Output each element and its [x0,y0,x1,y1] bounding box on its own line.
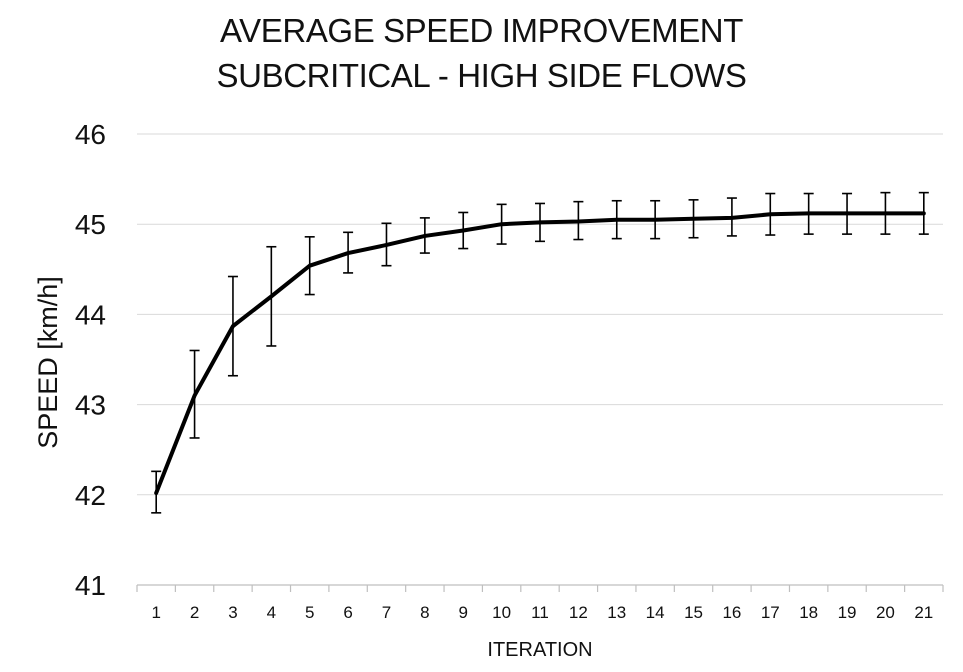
gridlines [137,133,943,496]
x-tick-label: 12 [569,603,588,622]
y-tick-label: 46 [75,119,106,150]
y-tick-label: 44 [75,299,106,330]
chart-title-line-2: SUBCRITICAL - HIGH SIDE FLOWS [216,57,747,94]
x-tick-label: 16 [722,603,741,622]
y-tick-label: 41 [75,570,106,601]
x-tick-label: 7 [382,603,391,622]
y-tick-label: 43 [75,390,106,421]
x-tick-label: 13 [607,603,626,622]
series-line-layer [154,211,926,495]
x-axis-tick-labels: 1 2 3 4 5 6 7 8 9 10 11 12 13 14 15 16 17 18 19 20 21 [151,603,933,622]
x-axis-label: ITERATION [487,639,592,661]
series-line [154,211,926,495]
x-tick-label: 3 [228,603,237,622]
x-tick-label: 20 [876,603,895,622]
x-tick-label: 11 [531,603,549,622]
x-tick-label: 19 [838,603,857,622]
y-tick-label: 45 [75,209,106,240]
error-bars [151,191,929,514]
x-tick-label: 17 [761,603,780,622]
x-axis [136,584,944,592]
x-tick-label: 8 [420,603,429,622]
x-tick-label: 4 [267,603,276,622]
x-tick-label: 1 [151,603,160,622]
x-tick-label: 6 [343,603,352,622]
x-tick-label: 21 [914,603,933,622]
chart-title-line-1: AVERAGE SPEED IMPROVEMENT [220,12,743,49]
x-tick-label: 2 [190,603,199,622]
x-tick-label: 10 [492,603,511,622]
x-tick-label: 9 [459,603,468,622]
x-tick-label: 14 [646,603,665,622]
y-axis-tick-labels: 41 42 43 44 45 46 [75,119,106,601]
y-tick-label: 42 [75,480,106,511]
y-axis-label: SPEED [km/h] [33,276,63,449]
x-tick-label: 5 [305,603,314,622]
x-tick-label: 15 [684,603,703,622]
x-tick-label: 18 [799,603,818,622]
